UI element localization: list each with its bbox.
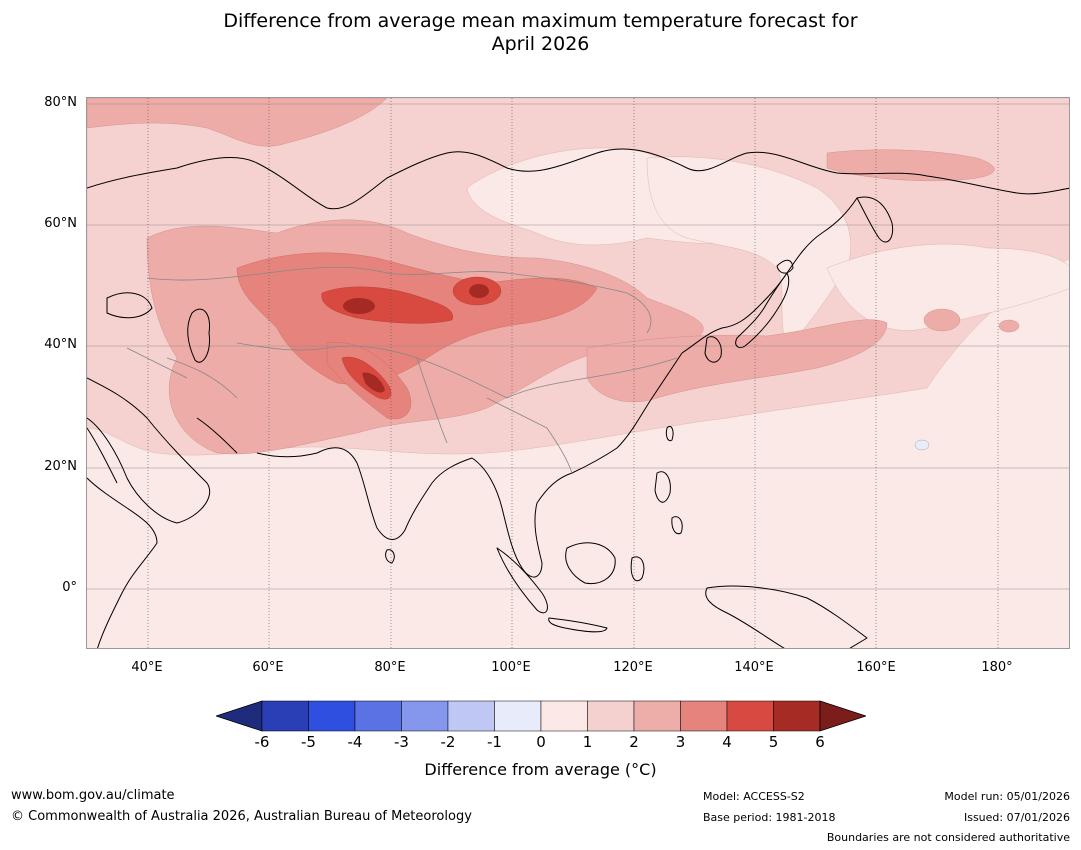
- colorbar-cell: [308, 700, 356, 732]
- colorbar-tick: 4: [722, 733, 732, 751]
- lon-label-80e: 80°E: [374, 660, 406, 675]
- anomaly-negative-patch: [914, 439, 930, 451]
- colorbar-cell: [680, 700, 728, 732]
- lon-label-60e: 60°E: [252, 660, 284, 675]
- colorbar-tick: -4: [347, 733, 363, 751]
- colorbar-cell: [494, 700, 542, 732]
- lon-label-40e: 40°E: [131, 660, 163, 675]
- colorbar-tick: 6: [815, 733, 825, 751]
- colorbar-tick: -2: [440, 733, 456, 751]
- colorbar-tick: 5: [768, 733, 779, 751]
- lat-label-40n: 40°N: [44, 337, 77, 352]
- coastlines: [87, 148, 1069, 648]
- colorbar-cell: [261, 700, 309, 732]
- lon-label-180: 180°: [981, 660, 1013, 675]
- colorbar-tick: 3: [675, 733, 686, 751]
- anomaly-patch-pacific: [923, 308, 961, 332]
- footer-base-period: Base period: 1981-2018: [703, 811, 836, 824]
- footer-website[interactable]: www.bom.gov.au/climate: [11, 788, 175, 803]
- anomaly-core-mongolia: [469, 284, 489, 298]
- colorbar-tick: 0: [536, 733, 546, 751]
- anomaly-band-4-5: [321, 286, 453, 324]
- anomaly-band-2-3-north: [87, 98, 388, 147]
- colorbar-arrow-low: [216, 700, 263, 732]
- anomaly-core-kazakhstan: [343, 298, 375, 314]
- footer-model-run: Model run: 05/01/2026: [944, 790, 1070, 803]
- lon-label-160e: 160°E: [856, 660, 896, 675]
- anomaly-patch-pacific-2: [998, 319, 1020, 333]
- anomaly-band-2-3-pacific: [586, 319, 888, 403]
- colorbar-cell: [401, 700, 449, 732]
- chart-title: Difference from average mean maximum tem…: [0, 10, 1081, 56]
- meridians: [147, 98, 999, 648]
- forecast-map: [86, 97, 1070, 649]
- colorbar-cell: [773, 700, 821, 732]
- lon-label-120e: 120°E: [613, 660, 653, 675]
- colorbar-tick: 2: [629, 733, 639, 751]
- anomaly-core-tibet: [362, 372, 385, 393]
- colorbar-arrow-high: [819, 700, 866, 732]
- lat-label-60n: 60°N: [44, 216, 77, 231]
- colorbar-tick: -1: [487, 733, 502, 751]
- colorbar-cell: [354, 700, 402, 732]
- gridlines: [87, 103, 1069, 590]
- colorbar: [216, 700, 866, 732]
- anomaly-band-2-3-east-russia: [826, 149, 995, 182]
- colorbar-tick: -3: [394, 733, 409, 751]
- lat-label-0: 0°: [62, 580, 77, 595]
- lat-label-80n: 80°N: [44, 95, 77, 110]
- country-borders: [126, 266, 678, 474]
- title-line-2: April 2026: [491, 33, 590, 55]
- footer-copyright: © Commonwealth of Australia 2026, Austra…: [11, 809, 472, 824]
- anomaly-pacific-pale: [826, 243, 1069, 331]
- lon-label-140e: 140°E: [734, 660, 774, 675]
- title-line-1: Difference from average mean maximum tem…: [223, 10, 858, 32]
- colorbar-cell: [540, 700, 588, 732]
- footer-issued: Issued: 07/01/2026: [963, 811, 1070, 824]
- colorbar-tick: -6: [254, 733, 270, 751]
- colorbar-cell: [633, 700, 681, 732]
- colorbar-cell: [447, 700, 495, 732]
- colorbar-cell: [587, 700, 635, 732]
- lon-label-100e: 100°E: [491, 660, 531, 675]
- map-svg: [87, 98, 1069, 648]
- footer-disclaimer: Boundaries are not considered authoritat…: [826, 831, 1070, 844]
- colorbar-cell: [726, 700, 774, 732]
- colorbar-tick: -5: [301, 733, 316, 751]
- colorbar-tick: 1: [582, 733, 593, 751]
- colorbar-label: Difference from average (°C): [424, 760, 657, 779]
- footer-model: Model: ACCESS-S2: [703, 790, 805, 803]
- lat-label-20n: 20°N: [44, 459, 77, 474]
